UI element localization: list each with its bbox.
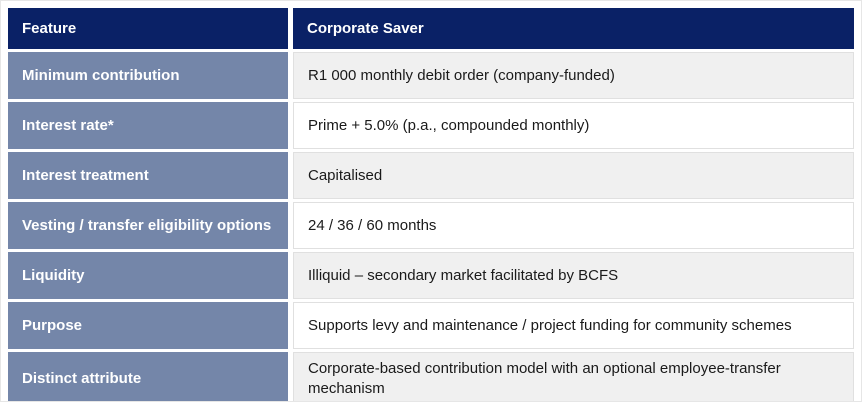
feature-cell: Interest treatment — [8, 152, 288, 199]
product-column-header: Corporate Saver — [293, 8, 854, 49]
value-cell: Capitalised — [293, 152, 854, 199]
feature-cell: Distinct attribute — [8, 352, 288, 401]
value-cell: Illiquid – secondary market facilitated … — [293, 252, 854, 299]
table-row: Minimum contribution R1 000 monthly debi… — [8, 52, 854, 99]
value-cell: Prime + 5.0% (p.a., compounded monthly) — [293, 102, 854, 149]
table-row: Interest treatment Capitalised — [8, 152, 854, 199]
feature-cell: Purpose — [8, 302, 288, 349]
table-row: Purpose Supports levy and maintenance / … — [8, 302, 854, 349]
table-row: Vesting / transfer eligibility options 2… — [8, 202, 854, 249]
table-header-row: Feature Corporate Saver — [8, 8, 854, 49]
table-row: Distinct attribute Corporate-based contr… — [8, 352, 854, 401]
feature-cell: Interest rate* — [8, 102, 288, 149]
feature-cell: Minimum contribution — [8, 52, 288, 99]
feature-column-header: Feature — [8, 8, 288, 49]
value-cell: 24 / 36 / 60 months — [293, 202, 854, 249]
feature-comparison-table: Feature Corporate Saver Minimum contribu… — [3, 5, 859, 401]
value-cell: Supports levy and maintenance / project … — [293, 302, 854, 349]
feature-cell: Vesting / transfer eligibility options — [8, 202, 288, 249]
feature-cell: Liquidity — [8, 252, 288, 299]
table-row: Liquidity Illiquid – secondary market fa… — [8, 252, 854, 299]
table-row: Interest rate* Prime + 5.0% (p.a., compo… — [8, 102, 854, 149]
value-cell: R1 000 monthly debit order (company-fund… — [293, 52, 854, 99]
value-cell: Corporate-based contribution model with … — [293, 352, 854, 401]
